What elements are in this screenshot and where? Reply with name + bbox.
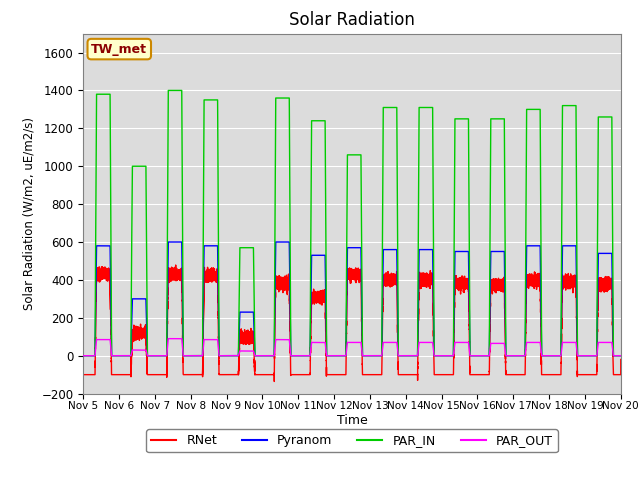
Y-axis label: Solar Radiation (W/m2, uE/m2/s): Solar Radiation (W/m2, uE/m2/s) [23,117,36,310]
Legend: RNet, Pyranom, PAR_IN, PAR_OUT: RNet, Pyranom, PAR_IN, PAR_OUT [147,429,557,452]
X-axis label: Time: Time [337,414,367,427]
Text: TW_met: TW_met [92,43,147,56]
Title: Solar Radiation: Solar Radiation [289,11,415,29]
